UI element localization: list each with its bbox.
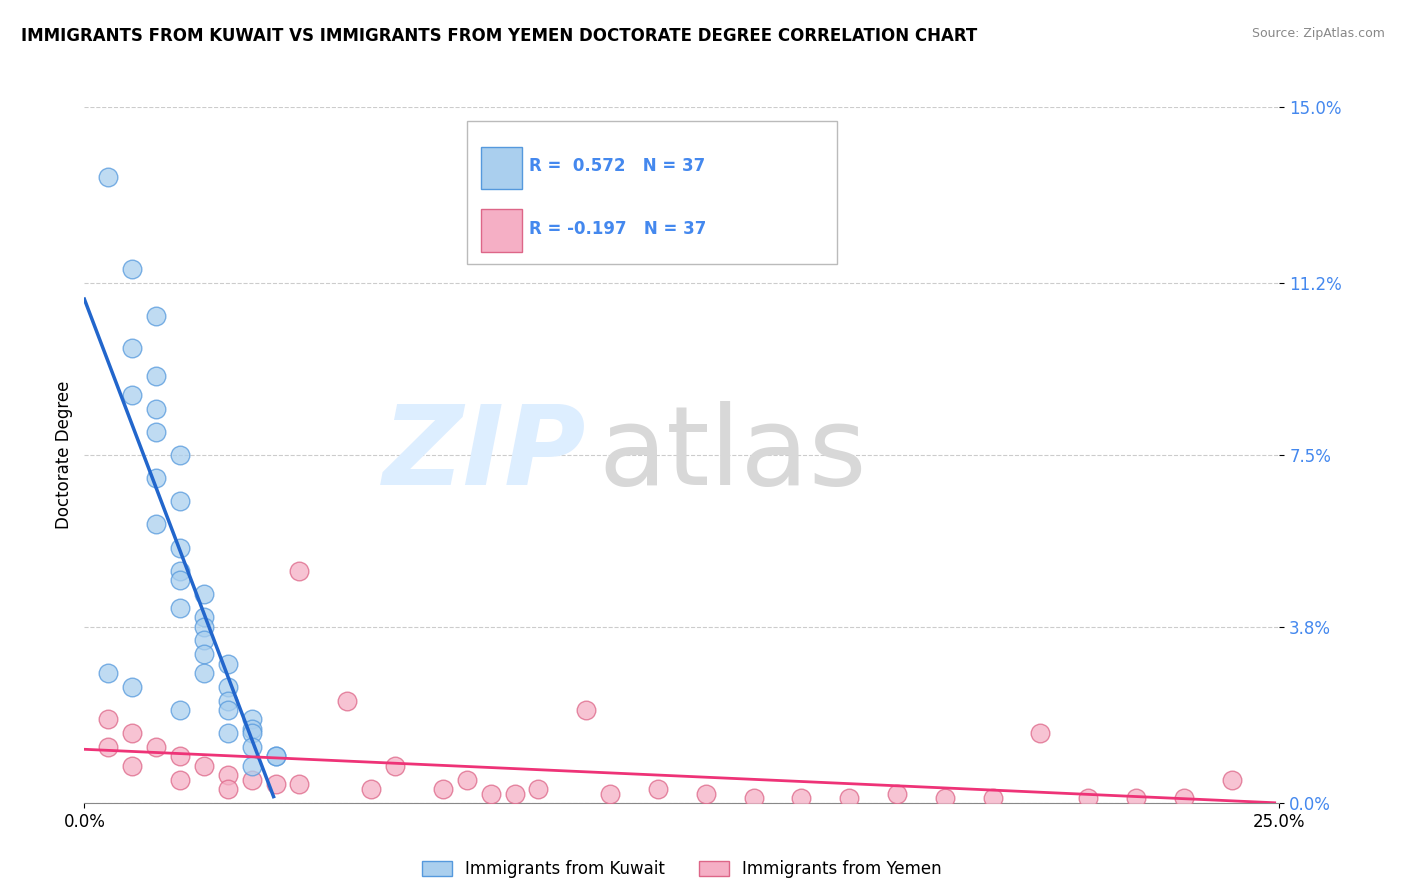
Point — [145, 740, 167, 755]
Text: IMMIGRANTS FROM KUWAIT VS IMMIGRANTS FROM YEMEN DOCTORATE DEGREE CORRELATION CHA: IMMIGRANTS FROM KUWAIT VS IMMIGRANTS FRO… — [21, 27, 977, 45]
Point — [145, 517, 167, 532]
Point — [838, 791, 860, 805]
Point — [97, 169, 120, 184]
Point — [647, 781, 669, 796]
Point — [121, 341, 143, 355]
Point — [503, 787, 526, 801]
Point — [97, 740, 120, 755]
Point — [193, 648, 215, 662]
Point — [217, 657, 239, 671]
Point — [1220, 772, 1243, 787]
Point — [193, 633, 215, 648]
Point — [193, 587, 215, 601]
Text: atlas: atlas — [599, 401, 866, 508]
Point — [217, 768, 239, 782]
Point — [145, 425, 167, 439]
Point — [886, 787, 908, 801]
Point — [527, 781, 550, 796]
Point — [1077, 791, 1099, 805]
Point — [432, 781, 454, 796]
Point — [169, 494, 191, 508]
Point — [742, 791, 765, 805]
Point — [599, 787, 621, 801]
Point — [169, 573, 191, 587]
Point — [97, 665, 120, 680]
Point — [193, 619, 215, 633]
Point — [121, 758, 143, 772]
Point — [145, 401, 167, 416]
Point — [121, 726, 143, 740]
Point — [121, 680, 143, 694]
Point — [145, 471, 167, 485]
Point — [288, 777, 311, 791]
Point — [240, 726, 263, 740]
Text: R =  0.572   N = 37: R = 0.572 N = 37 — [529, 157, 706, 175]
Point — [121, 262, 143, 277]
Point — [145, 309, 167, 323]
Point — [97, 712, 120, 726]
Point — [217, 726, 239, 740]
Point — [264, 777, 287, 791]
FancyBboxPatch shape — [481, 146, 522, 189]
Point — [384, 758, 406, 772]
Point — [169, 564, 191, 578]
Point — [240, 758, 263, 772]
Point — [1125, 791, 1147, 805]
Point — [121, 387, 143, 401]
Point — [217, 703, 239, 717]
Point — [169, 772, 191, 787]
Point — [790, 791, 813, 805]
Point — [217, 680, 239, 694]
Point — [169, 601, 191, 615]
Point — [240, 740, 263, 755]
Point — [264, 749, 287, 764]
Point — [169, 703, 191, 717]
Point — [193, 758, 215, 772]
Point — [193, 610, 215, 624]
Point — [336, 694, 359, 708]
Text: R = -0.197   N = 37: R = -0.197 N = 37 — [529, 219, 706, 238]
Point — [145, 369, 167, 384]
FancyBboxPatch shape — [467, 121, 837, 263]
Point — [934, 791, 956, 805]
Point — [240, 722, 263, 736]
Point — [456, 772, 478, 787]
Point — [981, 791, 1004, 805]
Legend: Immigrants from Kuwait, Immigrants from Yemen: Immigrants from Kuwait, Immigrants from … — [422, 860, 942, 878]
FancyBboxPatch shape — [481, 210, 522, 252]
Point — [193, 665, 215, 680]
Point — [240, 712, 263, 726]
Point — [479, 787, 502, 801]
Point — [288, 564, 311, 578]
Point — [360, 781, 382, 796]
Text: ZIP: ZIP — [382, 401, 586, 508]
Point — [217, 694, 239, 708]
Point — [264, 749, 287, 764]
Point — [217, 781, 239, 796]
Point — [169, 749, 191, 764]
Y-axis label: Doctorate Degree: Doctorate Degree — [55, 381, 73, 529]
Point — [169, 541, 191, 555]
Point — [575, 703, 598, 717]
Text: Source: ZipAtlas.com: Source: ZipAtlas.com — [1251, 27, 1385, 40]
Point — [169, 448, 191, 462]
Point — [1173, 791, 1195, 805]
Point — [695, 787, 717, 801]
Point — [1029, 726, 1052, 740]
Point — [240, 772, 263, 787]
